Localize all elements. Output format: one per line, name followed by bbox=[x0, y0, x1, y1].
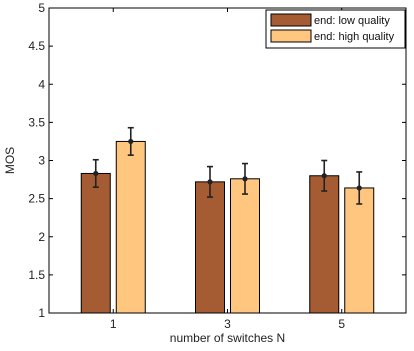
legend-swatch bbox=[270, 13, 312, 27]
y-axis-label: MOS bbox=[3, 147, 17, 174]
legend-label: end: high quality bbox=[314, 31, 395, 43]
y-tick-label: 2 bbox=[38, 230, 45, 244]
y-axis: 1 1.5 2 2.5 3 3.5 4 4.5 5 bbox=[28, 1, 406, 320]
x-tick-label: 1 bbox=[110, 317, 117, 331]
y-tick-label: 5 bbox=[38, 1, 45, 15]
legend-swatch bbox=[270, 29, 312, 43]
errorbar-high-quality-n5 bbox=[356, 171, 363, 205]
legend-label: end: low quality bbox=[314, 15, 390, 27]
bars-layer bbox=[80, 140, 375, 314]
bar-high-quality-n1 bbox=[115, 140, 146, 314]
y-tick-label: 4.5 bbox=[28, 39, 45, 53]
bar-low-quality-n5 bbox=[309, 175, 340, 314]
errorbar-high-quality-n3 bbox=[242, 162, 248, 195]
y-tick-label: 1.5 bbox=[28, 268, 45, 282]
x-tick-label: 5 bbox=[338, 317, 345, 331]
x-axis: 1 3 5 bbox=[110, 8, 345, 331]
errorbar-low-quality-n1 bbox=[92, 158, 99, 188]
x-axis-label: number of switches N bbox=[170, 331, 285, 345]
y-tick-label: 4 bbox=[38, 77, 45, 91]
errorbar-low-quality-n3 bbox=[207, 165, 213, 198]
y-tick-label: 1 bbox=[38, 306, 45, 320]
y-tick-label: 3 bbox=[38, 154, 45, 168]
errorbars-layer bbox=[92, 126, 363, 205]
errorbar-low-quality-n5 bbox=[321, 159, 328, 192]
y-tick-label: 3.5 bbox=[28, 115, 45, 129]
bar-high-quality-n5 bbox=[344, 187, 375, 314]
errorbar-high-quality-n1 bbox=[127, 126, 134, 156]
legend: end: low quality end: high quality bbox=[265, 9, 406, 49]
legend-items: end: low quality end: high quality bbox=[270, 13, 395, 43]
bar-low-quality-n1 bbox=[80, 172, 111, 314]
y-tick-label: 2.5 bbox=[28, 192, 45, 206]
bar-high-quality-n3 bbox=[230, 178, 260, 314]
bar-low-quality-n3 bbox=[195, 181, 225, 314]
x-tick-label: 3 bbox=[224, 317, 231, 331]
